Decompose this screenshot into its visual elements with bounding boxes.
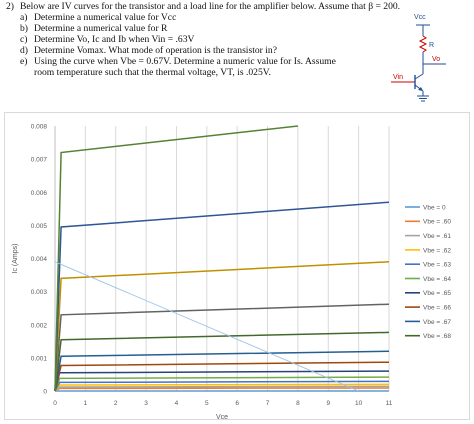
transistor-collector-leg — [414, 73, 424, 80]
amplifier-circuit-diagram: Vcc R Vo Vin — [391, 14, 446, 102]
y-tick-label: 0.004 — [31, 256, 48, 263]
part-letter: c) — [20, 33, 28, 45]
part-d: d) Determine Vomax. What mode of operatio… — [20, 44, 336, 57]
part-text: Using the curve when Vbe = 0.67V. Determ… — [34, 55, 336, 67]
y-axis-label: Ic (Amps) — [12, 244, 19, 274]
load-line — [54, 261, 359, 392]
y-tick-label: 0.006 — [31, 190, 48, 197]
resistor-symbol — [418, 35, 428, 53]
x-tick-label: 0 — [53, 400, 57, 407]
part-c: c) Determine Vo, Ic and Ib when Vin = .63… — [20, 33, 336, 46]
y-tick-label: 0.008 — [31, 124, 48, 131]
legend-label: Vbe = .61 — [423, 233, 451, 240]
x-tick-label: 1 — [84, 400, 88, 407]
vcc-label: Vcc — [414, 14, 426, 21]
x-tick-label: 6 — [235, 400, 239, 407]
x-tick-label: 3 — [144, 400, 148, 407]
x-tick-label: 8 — [296, 400, 300, 407]
legend-label: Vbe = .60 — [423, 219, 451, 226]
part-letter: d) — [20, 44, 28, 56]
part-text: Determine a numerical value for R — [34, 22, 168, 34]
y-tick-label: 0.005 — [31, 223, 48, 230]
part-letter: e) — [20, 55, 28, 67]
y-tick-label: 0 — [43, 389, 47, 396]
legend-label: Vbe = .62 — [423, 247, 451, 254]
x-tick-label: 4 — [175, 400, 179, 407]
x-tick-label: 11 — [386, 400, 393, 407]
legend-label: Vbe = .67 — [423, 319, 451, 326]
part-letter: a) — [20, 12, 28, 23]
x-tick-label: 9 — [326, 400, 330, 407]
y-tick-label: 0.007 — [31, 157, 48, 164]
emitter-arrow-icon — [418, 87, 423, 91]
iv-curve-chart: 0 1 2 3 4 5 6 7 8 9 10 11 0 0.001 0.002 0.003 0.004 0.005… — [12, 124, 451, 422]
legend-label: Vbe = .65 — [423, 290, 451, 297]
part-a: a) Determine a numerical value for Vcc — [20, 12, 336, 24]
x-axis-label: Vce — [216, 414, 228, 421]
part-text: Determine Vo, Ic and Ib when Vin = .63V — [34, 33, 195, 45]
vo-label: Vo — [432, 56, 440, 63]
legend-label: Vbe = .68 — [423, 333, 451, 340]
series-line — [54, 125, 298, 392]
legend-label: Vbe = .66 — [423, 305, 451, 312]
y-tick-label: 0.002 — [31, 322, 48, 329]
r-label: R — [429, 42, 434, 49]
part-b: b) Determine a numerical value for R — [20, 22, 336, 35]
part-e: e) Using the curve when Vbe = 0.67V. Dete… — [20, 55, 336, 68]
part-text: Determine a numerical value for Vcc — [34, 12, 177, 23]
part-e-continuation: room temperature such that the thermal v… — [20, 66, 336, 79]
x-tick-label: 10 — [355, 400, 363, 407]
x-tick-label: 7 — [266, 400, 270, 407]
x-tick-label: 5 — [205, 400, 209, 407]
problem-number: 2) — [6, 1, 14, 12]
legend-label: Vbe = 0 — [423, 204, 446, 211]
vin-label: Vin — [393, 74, 403, 81]
part-text-continued: room temperature such that the thermal v… — [34, 66, 271, 78]
problem-statement: Below are IV curves for the transistor a… — [20, 1, 401, 12]
part-letter: b) — [20, 22, 28, 34]
legend-label: Vbe = .63 — [423, 262, 451, 269]
y-tick-label: 0.001 — [31, 355, 48, 362]
legend-label: Vbe = .64 — [423, 276, 451, 283]
part-text: Determine Vomax. What mode of operation … — [34, 44, 277, 56]
x-tick-label: 2 — [114, 400, 118, 407]
y-tick-label: 0.003 — [31, 289, 48, 296]
problem-parts: a) Determine a numerical value for Vcc b)… — [20, 12, 336, 79]
